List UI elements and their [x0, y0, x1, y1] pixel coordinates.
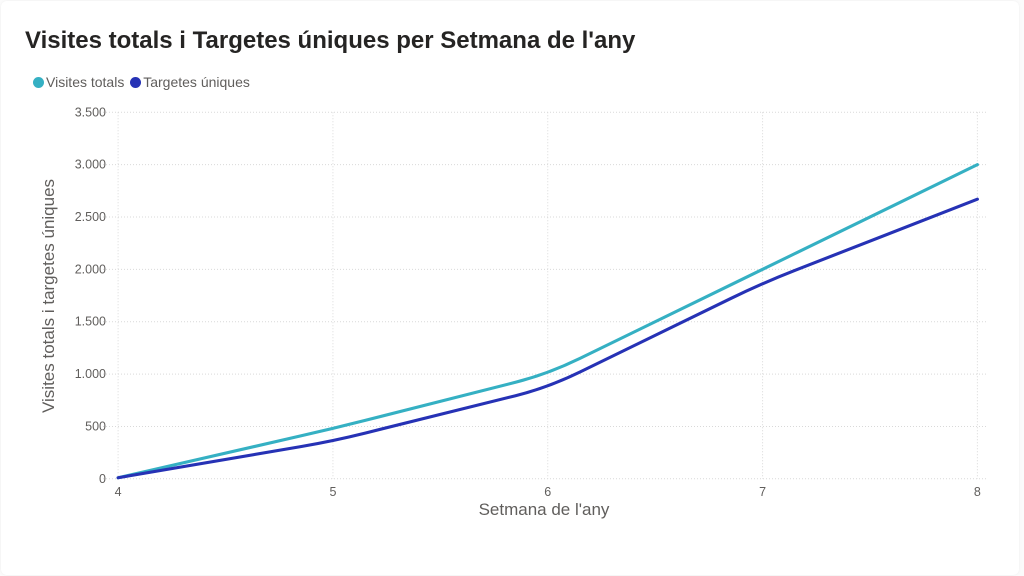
svg-text:3.000: 3.000 [75, 158, 106, 172]
svg-text:500: 500 [85, 419, 106, 433]
svg-text:7: 7 [759, 485, 766, 499]
svg-text:5: 5 [329, 485, 336, 499]
svg-text:6: 6 [544, 485, 551, 499]
svg-text:1.500: 1.500 [75, 315, 106, 329]
svg-text:1.000: 1.000 [75, 367, 106, 381]
svg-text:0: 0 [99, 472, 106, 486]
svg-text:2.000: 2.000 [75, 262, 106, 276]
svg-text:2.500: 2.500 [75, 210, 106, 224]
svg-text:8: 8 [974, 485, 981, 499]
svg-text:3.500: 3.500 [75, 105, 106, 119]
svg-text:4: 4 [115, 485, 122, 499]
